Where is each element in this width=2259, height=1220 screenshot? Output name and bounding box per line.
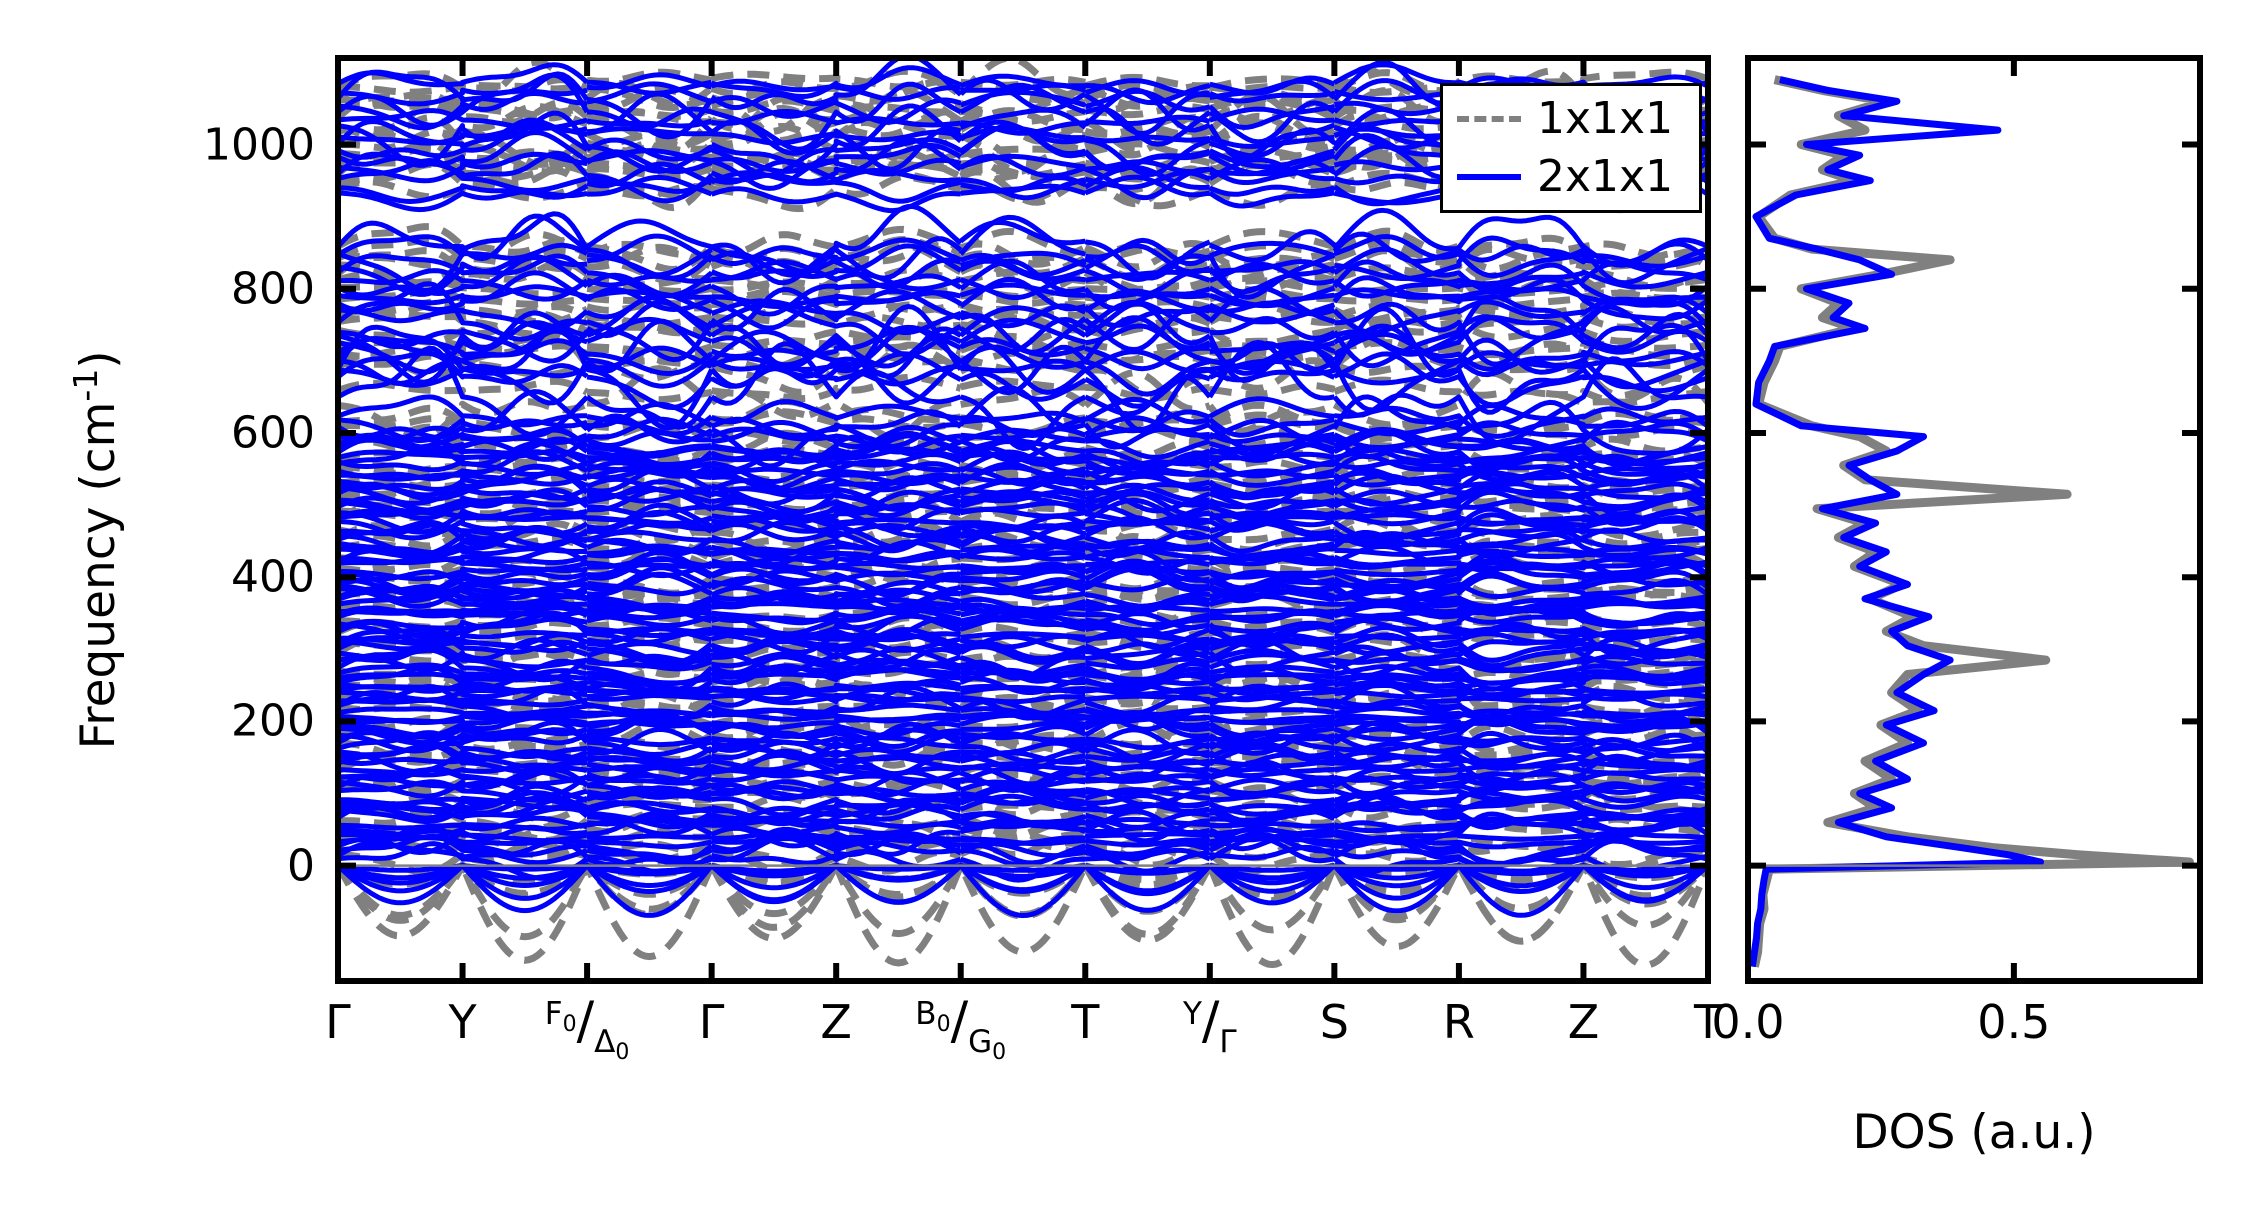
x-tick-label: S: [1319, 995, 1349, 1049]
x-tick-label: B0/G0: [915, 991, 1007, 1066]
band-branch: [338, 259, 1708, 302]
x-tick-label: T: [1693, 995, 1723, 1049]
dos-curve-1x1x1: [1750, 75, 2194, 968]
band-panel-frame: [335, 55, 1711, 984]
band-branch: [338, 739, 1708, 772]
x-tick-label: Γ: [325, 995, 351, 1049]
dos-curve-2x1x1: [1748, 76, 2044, 968]
legend-label-1x1x1: 1x1x1: [1537, 93, 1674, 144]
x-tick-label: Y: [448, 995, 477, 1049]
legend-swatch-1x1x1: [1457, 116, 1521, 122]
y-tick-label: 600: [231, 407, 315, 459]
band-branch: [338, 777, 1708, 807]
x-tick-label: Z: [1567, 995, 1600, 1049]
band-branch: [338, 304, 1708, 434]
band-branch: [338, 610, 1708, 658]
band-branch: [338, 315, 1708, 413]
band-branch: [338, 137, 1708, 204]
band-branch: [338, 827, 1708, 846]
band-branch: [338, 568, 1708, 600]
band-curves: [338, 58, 1708, 969]
band-branch: [338, 525, 1708, 561]
y-tick-label: 1000: [203, 119, 315, 171]
band-branch: [338, 281, 1708, 367]
band-branch: [338, 539, 1708, 579]
legend-swatch-2x1x1: [1457, 174, 1521, 180]
dos-panel-frame: [1745, 55, 2203, 984]
x-tick-label: T: [1071, 995, 1100, 1049]
x-tick-label: Γ: [698, 995, 725, 1049]
legend: 1x1x1 2x1x1: [1440, 83, 1702, 213]
band-branch: [338, 106, 1708, 136]
y-tick-label: 400: [231, 551, 315, 603]
imaginary-acoustic-branch-1x1x1: [338, 856, 1708, 969]
band-branch: [338, 342, 1708, 379]
dos-curves: [1748, 75, 2194, 968]
y-tick-label: 200: [231, 695, 315, 747]
y-axis-label: Frequency (cm-1): [66, 350, 126, 750]
band-branch: [338, 72, 1708, 155]
band-branch: [338, 793, 1708, 844]
band-branch: [338, 702, 1708, 722]
band-branch: [338, 519, 1708, 560]
imaginary-acoustic-branch-2x1x1: [338, 863, 1708, 874]
y-tick-label-group: 0 200 400 600 800 1000: [150, 0, 315, 1220]
x-tick-label: Z: [820, 995, 852, 1049]
band-branch: [338, 603, 1708, 633]
legend-entry-2x1x1: 2x1x1: [1443, 148, 1699, 206]
x-tick-label: F0/Δ0: [544, 991, 630, 1066]
band-branch: [338, 663, 1708, 702]
band-branch: [338, 204, 1708, 286]
legend-label-2x1x1: 2x1x1: [1537, 151, 1674, 202]
band-branch: [338, 270, 1708, 331]
band-branch: [338, 793, 1708, 844]
y-tick-label: 0: [287, 840, 315, 892]
band-branch: [338, 81, 1708, 131]
y-tick-label: 800: [231, 263, 315, 315]
imaginary-acoustic-branch-1x1x1: [338, 861, 1708, 900]
imaginary-acoustic-branch-1x1x1: [338, 858, 1708, 945]
band-branch: [338, 293, 1708, 385]
band-branch: [338, 339, 1708, 451]
legend-entry-1x1x1: 1x1x1: [1443, 90, 1699, 148]
imaginary-acoustic-branch-2x1x1: [338, 862, 1708, 906]
band-branch: [338, 62, 1708, 106]
x-tick-label: R: [1442, 995, 1475, 1049]
x-tick-label: Y/Γ: [1182, 991, 1237, 1060]
band-branch: [338, 824, 1708, 869]
dos-tick-label: 0.0: [1711, 995, 1785, 1049]
band-branch: [338, 681, 1708, 728]
dos-axis-label: DOS (a.u.): [1852, 1105, 2096, 1160]
band-branch: [338, 242, 1708, 289]
band-branch: [338, 58, 1708, 140]
band-branch: [338, 726, 1708, 777]
dos-tick-label: 0.5: [1977, 995, 2051, 1049]
